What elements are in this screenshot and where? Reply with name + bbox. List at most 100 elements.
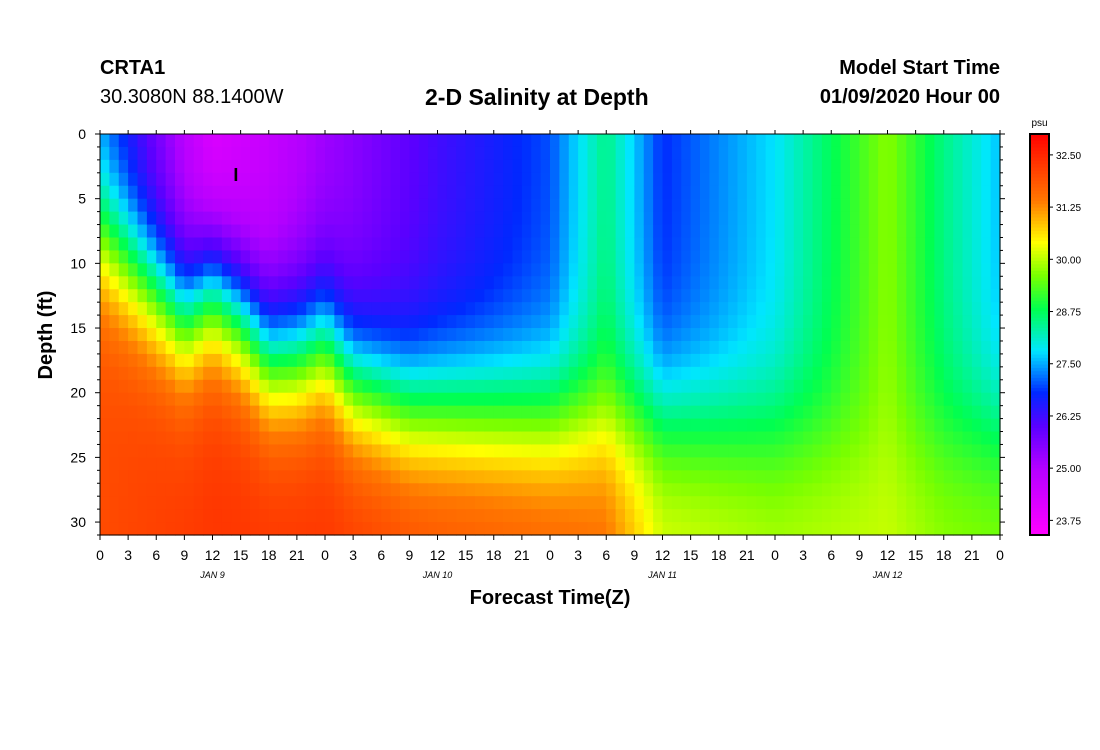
heatmap-cell bbox=[409, 379, 420, 394]
heatmap-cell bbox=[250, 302, 260, 316]
heatmap-cell bbox=[990, 250, 1001, 264]
heatmap-cell bbox=[587, 444, 598, 458]
heatmap-cell bbox=[953, 172, 964, 187]
heatmap-cell bbox=[850, 431, 860, 446]
heatmap-cell bbox=[906, 302, 917, 316]
heatmap-cell bbox=[231, 328, 242, 342]
colorbar-swatch bbox=[1030, 424, 1049, 429]
heatmap-cell bbox=[212, 146, 223, 161]
heatmap-cell bbox=[165, 302, 176, 316]
heatmap-cell bbox=[240, 496, 251, 510]
heatmap-cell bbox=[446, 134, 457, 148]
heatmap-cell bbox=[418, 250, 429, 264]
heatmap-cell bbox=[456, 353, 467, 368]
heatmap-cell bbox=[362, 263, 373, 277]
heatmap-cell bbox=[428, 224, 439, 239]
heatmap-cell bbox=[353, 302, 364, 316]
heatmap-cell bbox=[925, 211, 935, 226]
heatmap-cell bbox=[296, 496, 307, 510]
heatmap-cell bbox=[756, 276, 767, 290]
heatmap-cell bbox=[615, 289, 626, 303]
heatmap-cell bbox=[456, 328, 467, 342]
heatmap-cell bbox=[259, 172, 270, 187]
heatmap-cell bbox=[643, 444, 654, 458]
heatmap-cell bbox=[315, 444, 326, 458]
heatmap-cell bbox=[728, 250, 739, 264]
heatmap-cell bbox=[493, 315, 504, 329]
heatmap-cell bbox=[484, 379, 495, 394]
heatmap-cell bbox=[831, 457, 842, 471]
heatmap-cell bbox=[896, 146, 907, 161]
heatmap-cell bbox=[690, 418, 701, 433]
heatmap-cell bbox=[128, 172, 139, 187]
heatmap-cell bbox=[540, 379, 551, 394]
heatmap-cell bbox=[184, 340, 195, 355]
heatmap-cell bbox=[221, 392, 232, 407]
heatmap-cell bbox=[625, 172, 635, 187]
heatmap-cell bbox=[409, 457, 420, 471]
heatmap-cell bbox=[690, 405, 701, 420]
heatmap-cell bbox=[596, 315, 607, 329]
heatmap-cell bbox=[671, 496, 682, 510]
heatmap-cell bbox=[943, 250, 954, 264]
heatmap-cell bbox=[203, 444, 214, 458]
heatmap-cell bbox=[859, 522, 870, 536]
heatmap-cell bbox=[259, 483, 270, 497]
colorbar-swatch bbox=[1030, 140, 1049, 145]
heatmap-cell bbox=[990, 379, 1001, 394]
heatmap-cell bbox=[446, 340, 457, 355]
heatmap-cell bbox=[793, 418, 804, 433]
heatmap-cell bbox=[906, 134, 917, 148]
heatmap-cell bbox=[821, 250, 832, 264]
heatmap-cell bbox=[718, 379, 729, 394]
heatmap-cell bbox=[146, 315, 157, 329]
heatmap-cell bbox=[409, 353, 420, 368]
heatmap-cell bbox=[109, 457, 120, 471]
heatmap-cell bbox=[878, 289, 889, 303]
heatmap-cell bbox=[240, 159, 251, 174]
heatmap-cell bbox=[156, 276, 167, 290]
heatmap-cell bbox=[418, 509, 429, 523]
heatmap-cell bbox=[925, 250, 935, 264]
heatmap-cell bbox=[793, 224, 804, 239]
heatmap-cell bbox=[175, 159, 185, 174]
heatmap-cell bbox=[512, 198, 523, 213]
heatmap-cell bbox=[503, 392, 514, 407]
heatmap-cell bbox=[831, 509, 842, 523]
heatmap-cell bbox=[250, 379, 260, 394]
heatmap-cell bbox=[943, 198, 954, 213]
heatmap-cell bbox=[559, 366, 570, 381]
heatmap-cell bbox=[943, 263, 954, 277]
heatmap-cell bbox=[728, 159, 739, 174]
colorbar-swatch bbox=[1030, 301, 1049, 306]
heatmap-cell bbox=[953, 522, 964, 536]
heatmap-cell bbox=[475, 263, 485, 277]
heatmap-cell bbox=[906, 328, 917, 342]
heatmap-cell bbox=[250, 405, 260, 420]
heatmap-cell bbox=[896, 328, 907, 342]
heatmap-cell bbox=[512, 224, 523, 239]
heatmap-cell bbox=[821, 418, 832, 433]
heatmap-cell bbox=[775, 146, 785, 161]
heatmap-cell bbox=[868, 496, 879, 510]
heatmap-cell bbox=[737, 366, 748, 381]
heatmap-cell bbox=[493, 146, 504, 161]
heatmap-cell bbox=[212, 379, 223, 394]
colorbar-swatch bbox=[1030, 214, 1049, 219]
heatmap-cell bbox=[353, 328, 364, 342]
heatmap-cell bbox=[953, 509, 964, 523]
heatmap-cell bbox=[943, 224, 954, 239]
heatmap-cell bbox=[550, 250, 560, 264]
heatmap-cell bbox=[503, 134, 514, 148]
heatmap-cell bbox=[840, 405, 851, 420]
heatmap-cell bbox=[371, 444, 382, 458]
heatmap-cell bbox=[662, 211, 673, 226]
heatmap-cell bbox=[765, 392, 776, 407]
heatmap-cell bbox=[221, 366, 232, 381]
heatmap-cell bbox=[400, 263, 410, 277]
heatmap-cell bbox=[109, 134, 120, 148]
heatmap-cell bbox=[962, 496, 973, 510]
heatmap-cell bbox=[784, 289, 795, 303]
heatmap-cell bbox=[981, 159, 992, 174]
heatmap-cell bbox=[296, 431, 307, 446]
